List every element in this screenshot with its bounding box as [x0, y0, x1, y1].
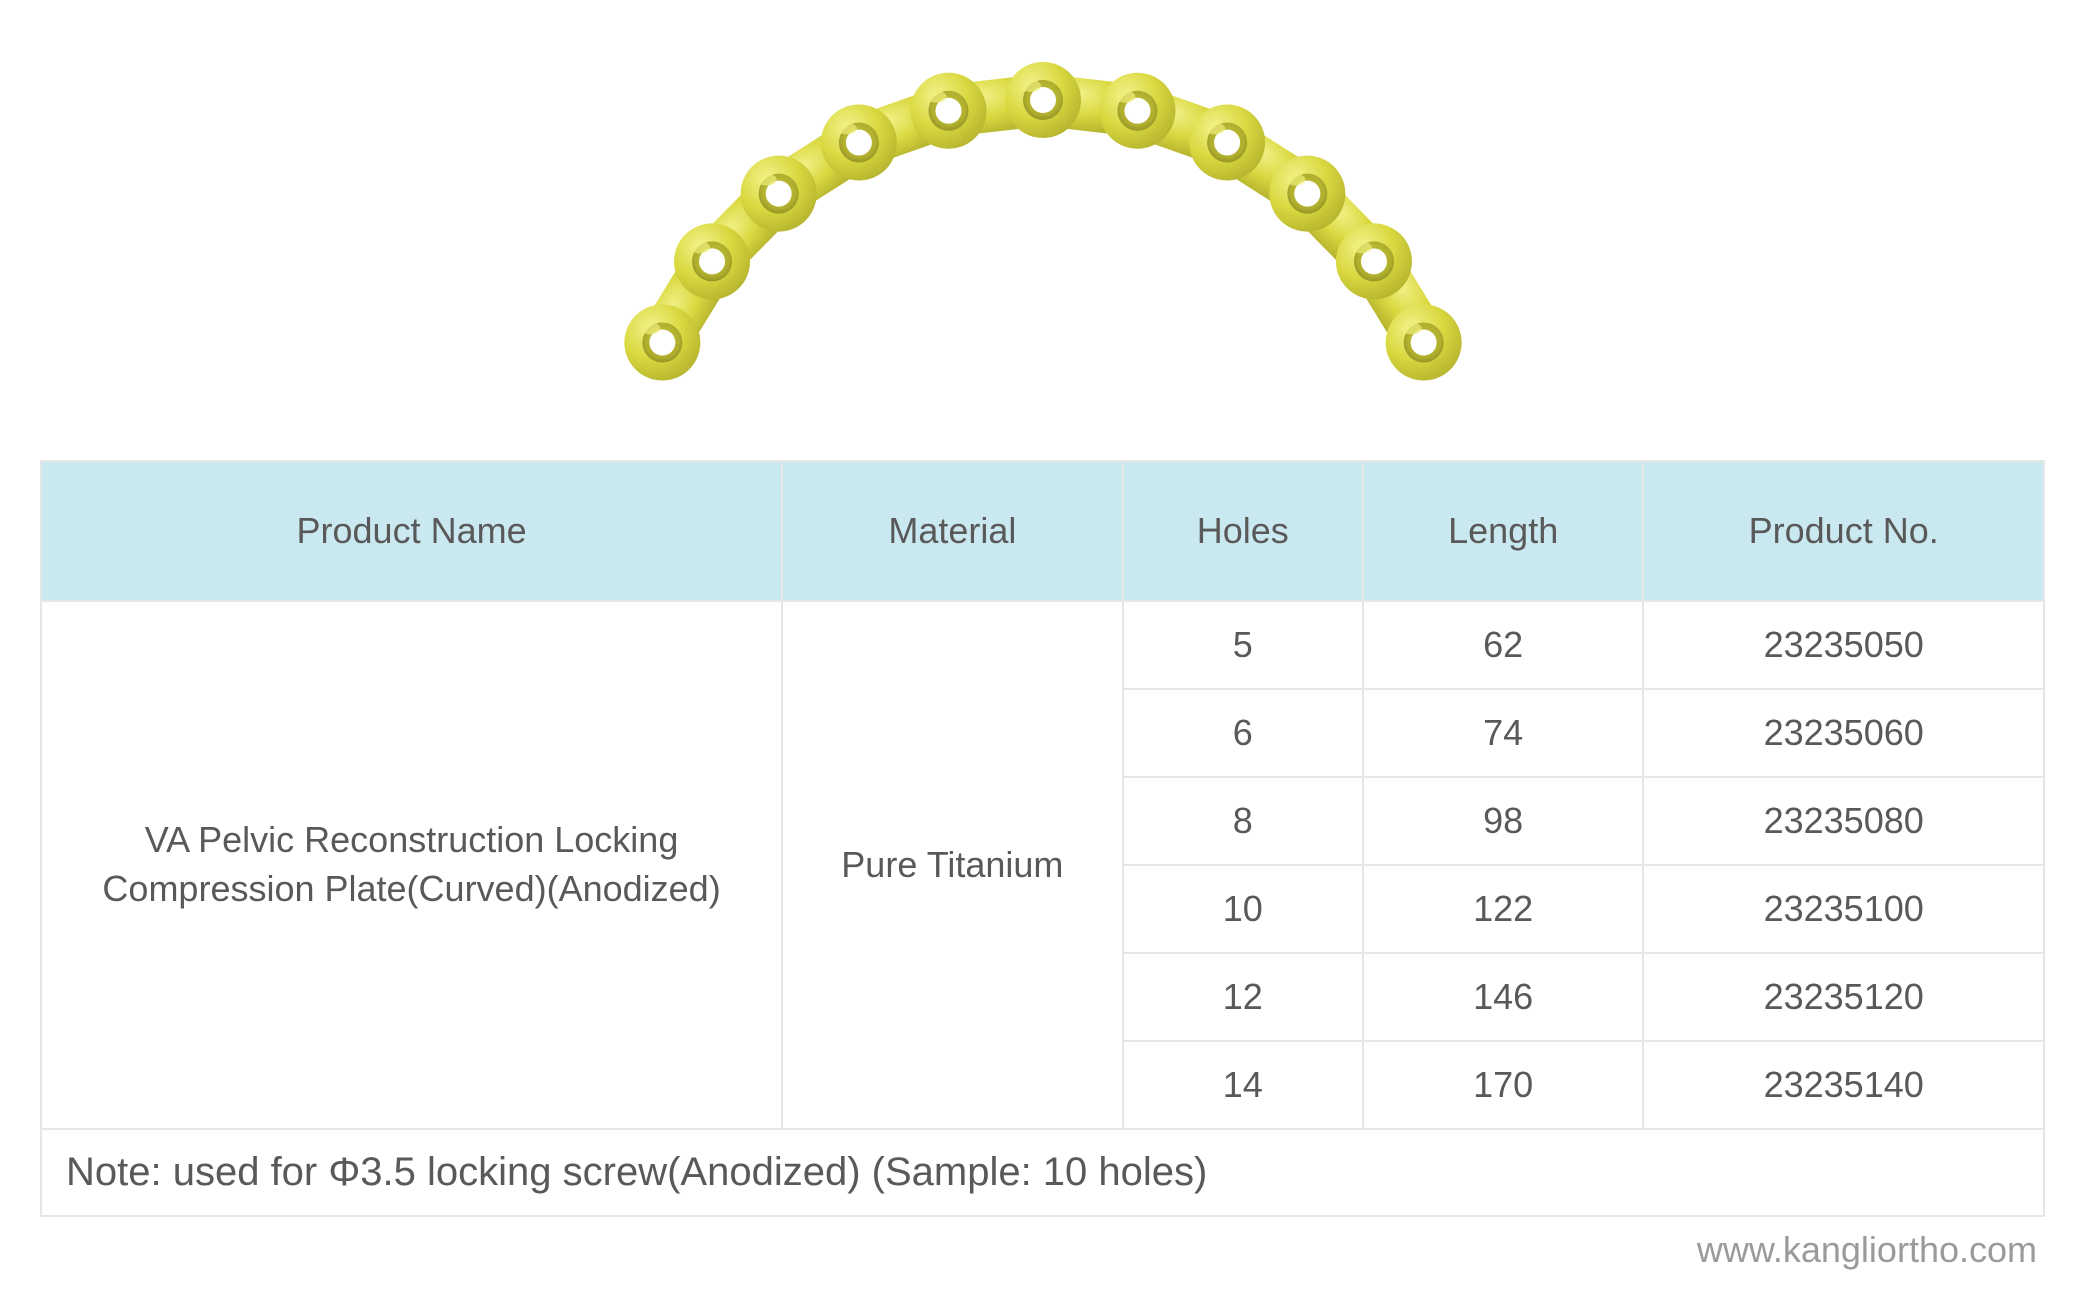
cell-holes: 10 [1123, 865, 1363, 953]
cell-holes: 5 [1123, 601, 1363, 689]
plate-illustration [543, 50, 1543, 410]
table-row: VA Pelvic Reconstruction Locking Compres… [41, 601, 2044, 689]
cell-length: 122 [1363, 865, 1643, 953]
cell-length: 98 [1363, 777, 1643, 865]
header-holes: Holes [1123, 461, 1363, 601]
footer-url: www.kangliortho.com [40, 1229, 2045, 1271]
cell-length: 74 [1363, 689, 1643, 777]
cell-product_no: 23235120 [1643, 953, 2044, 1041]
header-length: Length [1363, 461, 1643, 601]
cell-holes: 6 [1123, 689, 1363, 777]
cell-product_no: 23235080 [1643, 777, 2044, 865]
product-image [40, 30, 2045, 430]
table-note-row: Note: used for Φ3.5 locking screw(Anodiz… [41, 1129, 2044, 1216]
spec-table: Product Name Material Holes Length Produ… [40, 460, 2045, 1217]
cell-product_no: 23235050 [1643, 601, 2044, 689]
cell-note: Note: used for Φ3.5 locking screw(Anodiz… [41, 1129, 2044, 1216]
header-product-name: Product Name [41, 461, 782, 601]
cell-length: 146 [1363, 953, 1643, 1041]
cell-holes: 14 [1123, 1041, 1363, 1129]
cell-length: 170 [1363, 1041, 1643, 1129]
cell-holes: 12 [1123, 953, 1363, 1041]
cell-product_no: 23235140 [1643, 1041, 2044, 1129]
cell-product-name: VA Pelvic Reconstruction Locking Compres… [41, 601, 782, 1129]
cell-product_no: 23235100 [1643, 865, 2044, 953]
header-product-no: Product No. [1643, 461, 2044, 601]
cell-material: Pure Titanium [782, 601, 1123, 1129]
cell-holes: 8 [1123, 777, 1363, 865]
table-header-row: Product Name Material Holes Length Produ… [41, 461, 2044, 601]
header-material: Material [782, 461, 1123, 601]
cell-length: 62 [1363, 601, 1643, 689]
cell-product_no: 23235060 [1643, 689, 2044, 777]
